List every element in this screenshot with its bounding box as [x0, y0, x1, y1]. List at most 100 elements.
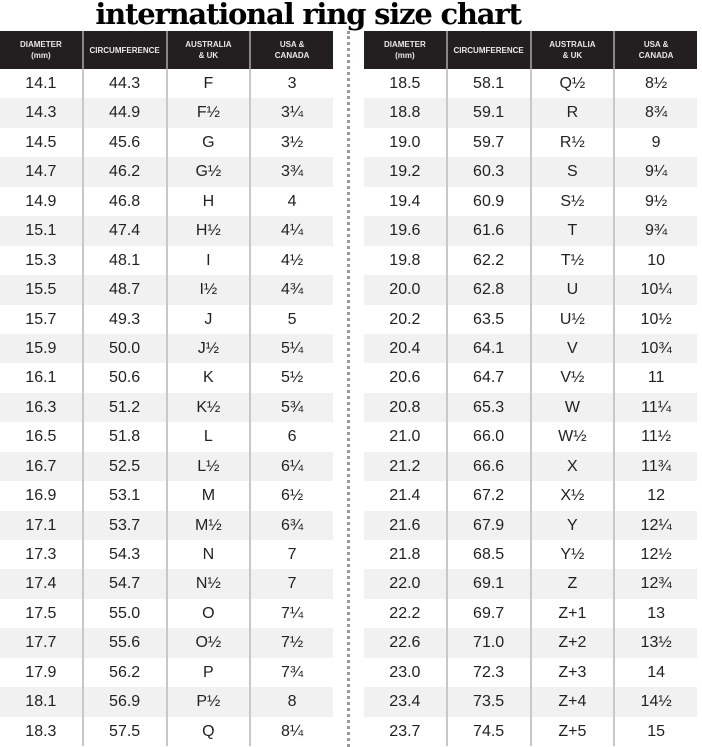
- cell-usa-canada: 10¼: [640, 281, 672, 299]
- cell-australia-uk: J½: [168, 333, 252, 364]
- cell-circumference: 49.3: [84, 304, 168, 334]
- cell-australia-uk: X½: [532, 481, 616, 511]
- cell-diameter: 17.7: [0, 628, 84, 658]
- cell-circumference: 60.3: [448, 157, 532, 187]
- cell-circumference: 69.7: [448, 598, 532, 629]
- cell-diameter: 14.7: [0, 157, 84, 187]
- cell-diameter: 20.8: [364, 392, 448, 423]
- cell-circumference: 66.6: [448, 451, 532, 482]
- cell-usa-canada: 7¼: [281, 604, 304, 622]
- cell-usa-canada: 3: [287, 75, 297, 92]
- table-row: 22.6 71.0 Z+2 13½: [364, 628, 697, 658]
- table-row: 23.0 72.3 Z+3 14: [364, 657, 697, 688]
- table-row: 23.4 73.5 Z+4 14½: [364, 687, 697, 717]
- cell-circumference: 69.1: [448, 569, 532, 599]
- cell-usa-canada: 9¼: [645, 163, 668, 181]
- cell-usa-canada: 3½: [281, 133, 304, 151]
- header-usa-canada: USA & CANADA: [274, 40, 310, 60]
- table-row: 19.4 60.9 S½ 9½: [364, 186, 697, 217]
- cell-circumference: 61.6: [448, 216, 532, 246]
- header-australia-uk: AUSTRALIA & UK: [532, 31, 616, 69]
- ring-size-table-left: DIAMETER (mm) CIRCUMFERENCE AUSTRALIA & …: [0, 31, 333, 747]
- cell-australia-uk: G½: [168, 157, 252, 187]
- table-row: 20.0 62.8 U 10¼: [364, 275, 697, 305]
- cell-usa-canada: 11¾: [641, 457, 672, 475]
- cell-australia-uk: W½: [532, 422, 616, 452]
- cell-circumference: 68.5: [448, 540, 532, 570]
- header-australia-uk: AUSTRALIA & UK: [168, 31, 252, 69]
- table-row: 15.9 50.0 J½ 5¼: [0, 333, 333, 364]
- cell-australia-uk: Y: [532, 510, 616, 540]
- cell-australia-uk: P½: [168, 687, 252, 717]
- table-row: 15.5 48.7 I½ 4¾: [0, 275, 333, 305]
- table-row: 14.7 46.2 G½ 3¾: [0, 157, 333, 187]
- cell-australia-uk: H: [168, 186, 252, 217]
- cell-diameter: 21.0: [364, 422, 448, 452]
- table-row: 20.8 65.3 W 11¼: [364, 392, 697, 423]
- cell-circumference: 73.5: [448, 687, 532, 717]
- table-row: 21.6 67.9 Y 12¼: [364, 510, 697, 540]
- cell-australia-uk: Q: [168, 716, 252, 747]
- cell-circumference: 63.5: [448, 304, 532, 334]
- cell-usa-canada: 12¾: [640, 575, 672, 593]
- table-header: DIAMETER (mm) CIRCUMFERENCE AUSTRALIA & …: [0, 31, 333, 69]
- cell-circumference: 44.3: [84, 69, 168, 99]
- cell-australia-uk: P: [168, 657, 252, 688]
- cell-circumference: 46.8: [84, 186, 168, 217]
- cell-circumference: 46.2: [84, 157, 168, 187]
- header-circumference: CIRCUMFERENCE: [448, 31, 532, 69]
- cell-diameter: 23.4: [364, 687, 448, 717]
- cell-diameter: 19.0: [364, 127, 448, 158]
- cell-diameter: 14.9: [0, 186, 84, 217]
- cell-usa-canada: 8¼: [281, 722, 304, 740]
- table-row: 17.9 56.2 P 7¾: [0, 657, 333, 688]
- cell-australia-uk: T: [532, 216, 616, 246]
- cell-circumference: 47.4: [84, 216, 168, 246]
- cell-circumference: 55.0: [84, 598, 168, 629]
- cell-circumference: 45.6: [84, 127, 168, 158]
- cell-diameter: 19.2: [364, 157, 448, 187]
- cell-usa-canada: 6¾: [281, 516, 304, 534]
- table-body: 18.5 58.1 Q½ 8½ 18.8 59.1 R 8¾ 19.0 59.7 R½ 9 19.2 60…: [364, 69, 697, 747]
- cell-usa-canada: 9¾: [645, 222, 668, 240]
- cell-diameter: 15.3: [0, 245, 84, 276]
- cell-australia-uk: U: [532, 275, 616, 305]
- cell-australia-uk: F½: [168, 98, 252, 128]
- cell-australia-uk: M½: [168, 510, 252, 540]
- cell-circumference: 60.9: [448, 186, 532, 217]
- table-row: 18.5 58.1 Q½ 8½: [364, 69, 697, 99]
- cell-diameter: 21.2: [364, 451, 448, 482]
- cell-australia-uk: O: [168, 598, 252, 629]
- cell-diameter: 21.4: [364, 481, 448, 511]
- cell-usa-canada: 8¾: [645, 104, 668, 122]
- table-row: 19.2 60.3 S 9¼: [364, 157, 697, 187]
- cell-circumference: 53.7: [84, 510, 168, 540]
- cell-circumference: 66.0: [448, 422, 532, 452]
- cell-usa-canada: 6½: [281, 487, 304, 505]
- cell-usa-canada: 7½: [281, 634, 304, 652]
- table-row: 16.1 50.6 K 5½: [0, 363, 333, 393]
- cell-diameter: 23.7: [364, 716, 448, 747]
- cell-circumference: 50.6: [84, 363, 168, 393]
- table-row: 17.3 54.3 N 7: [0, 540, 333, 570]
- table-row: 15.3 48.1 I 4½: [0, 245, 333, 276]
- cell-diameter: 18.1: [0, 687, 84, 717]
- cell-circumference: 56.2: [84, 657, 168, 688]
- cell-circumference: 48.1: [84, 245, 168, 276]
- cell-usa-canada: 14: [647, 663, 666, 681]
- cell-circumference: 57.5: [84, 716, 168, 747]
- cell-circumference: 67.2: [448, 481, 532, 511]
- cell-australia-uk: H½: [168, 216, 252, 246]
- table-row: 20.4 64.1 V 10¾: [364, 333, 697, 364]
- header-diameter: DIAMETER (mm): [364, 31, 448, 69]
- cell-diameter: 15.1: [0, 216, 84, 246]
- table-row: 23.7 74.5 Z+5 15: [364, 716, 697, 747]
- table-row: 22.2 69.7 Z+1 13: [364, 598, 697, 629]
- cell-circumference: 55.6: [84, 628, 168, 658]
- cell-australia-uk: R½: [532, 127, 616, 158]
- ring-size-table-right: DIAMETER (mm) CIRCUMFERENCE AUSTRALIA & …: [364, 31, 697, 747]
- cell-usa-canada: 4½: [281, 251, 304, 269]
- table-row: 19.8 62.2 T½ 10: [364, 245, 697, 276]
- table-row: 16.3 51.2 K½ 5¾: [0, 392, 333, 423]
- cell-diameter: 16.1: [0, 363, 84, 393]
